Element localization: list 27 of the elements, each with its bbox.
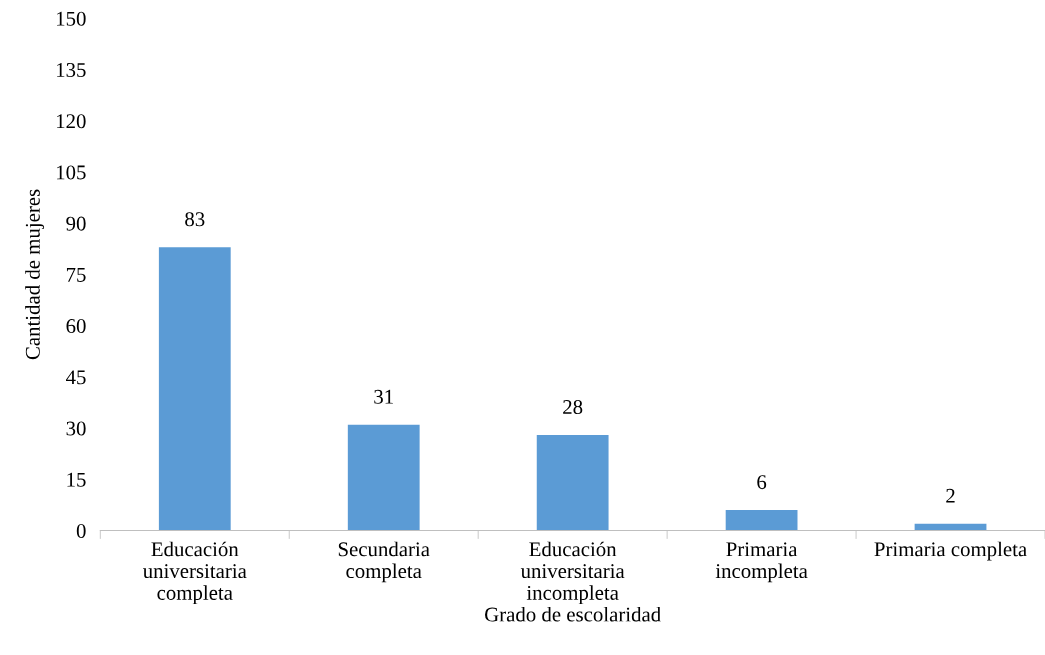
x-tick-label: Educación universitaria completa — [143, 541, 247, 605]
bar — [536, 434, 609, 531]
x-tick-label: Secundaria completa — [338, 541, 430, 583]
data-label: 2 — [946, 488, 955, 503]
data-label: 31 — [374, 389, 393, 404]
y-tick-label: 0 — [76, 523, 86, 538]
x-tick-label: Primaria completa — [874, 541, 1027, 561]
y-tick-label: 135 — [57, 62, 86, 77]
y-tick-label: 150 — [57, 11, 86, 26]
y-tick-label: 75 — [66, 268, 86, 282]
bar — [158, 247, 231, 531]
y-tick-label: 90 — [66, 216, 86, 231]
bar — [347, 424, 420, 531]
bar — [725, 510, 798, 531]
y-tick-label: 30 — [66, 421, 86, 436]
data-label: 6 — [757, 475, 767, 490]
y-tick-label: 45 — [66, 370, 86, 385]
y-tick-label: 120 — [57, 114, 86, 129]
y-tick-label: 15 — [67, 472, 86, 487]
y-tick-label: 60 — [66, 319, 86, 334]
data-label: 83 — [185, 212, 205, 227]
data-label: 28 — [563, 399, 583, 415]
x-tick-label: Primaria incompleta — [715, 542, 808, 583]
x-tick-label: Educación universitaria incompleta — [520, 541, 625, 605]
y-tick-label: 105 — [57, 165, 86, 180]
y-axis-title: Cantidad de mujeres — [25, 189, 45, 360]
x-axis-title: Grado de escolaridad — [485, 606, 661, 622]
